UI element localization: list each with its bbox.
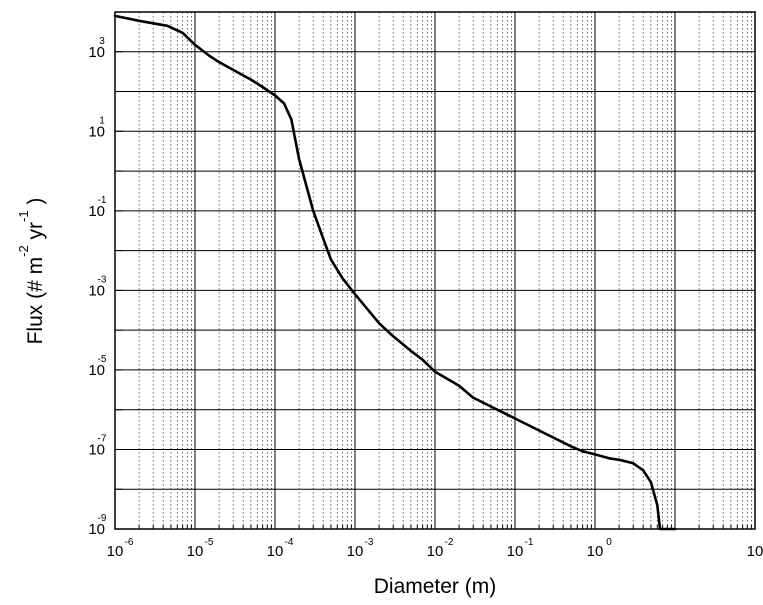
y-tick-label: 10-3 (88, 274, 107, 299)
y-tick-label: 103 (88, 36, 105, 61)
y-tick-base: 10 (88, 123, 105, 140)
y-tick-base: 10 (88, 44, 105, 61)
x-tick-label: 10-1 (507, 537, 534, 560)
y-axis-label-middle: yr (24, 222, 47, 245)
x-tick-base: 10 (107, 543, 124, 560)
y-axis-label-m-exponent: -2 (16, 245, 31, 257)
x-tick-base: 10 (427, 543, 444, 560)
y-tick-base: 10 (88, 521, 105, 538)
y-tick-label: 10-7 (88, 433, 107, 458)
y-tick-label: 101 (88, 115, 105, 140)
y-tick-label: 10-9 (88, 513, 107, 538)
flux-curve-line (113, 14, 677, 531)
y-tick-label: 10-5 (88, 354, 107, 379)
y-tick-exponent: 3 (99, 36, 105, 47)
x-tick-base: 10 (587, 543, 604, 560)
x-tick-label: 10-5 (187, 537, 214, 560)
y-tick-base: 10 (88, 282, 105, 299)
y-tick-exponent: -1 (98, 195, 107, 206)
y-tick-exponent: -7 (98, 433, 107, 444)
x-tick-exponent: -5 (205, 537, 214, 548)
x-tick-label: 10-2 (427, 537, 454, 560)
x-tick-label: 100 (587, 537, 613, 560)
y-tick-exponent: -5 (98, 354, 107, 365)
x-tick-label: 10 (747, 543, 763, 560)
x-tick-base: 10 (187, 543, 204, 560)
y-axis-label-prefix: Flux (# m (24, 257, 47, 345)
y-axis-label-suffix: ) (24, 198, 47, 211)
x-tick-exponent: -1 (525, 537, 534, 548)
x-tick-label: 10-6 (107, 537, 134, 560)
series-layer (113, 14, 677, 531)
x-tick-exponent: -4 (285, 537, 294, 548)
x-tick-base: 10 (267, 543, 284, 560)
y-tick-exponent: 1 (99, 115, 105, 126)
plot-frame (114, 11, 756, 530)
x-tick-label: 10-3 (347, 537, 374, 560)
x-tick-base: 10 (347, 543, 364, 560)
y-tick-exponent: -3 (98, 274, 107, 285)
y-tick-base: 10 (88, 203, 105, 220)
y-axis-label: Flux (# m-2 yr-1 ) (16, 198, 47, 345)
x-tick-exponent: -3 (365, 537, 374, 548)
y-tick-base: 10 (88, 441, 105, 458)
grid (114, 11, 755, 530)
y-tick-label: 10-1 (88, 195, 107, 220)
x-tick-exponent: -2 (445, 537, 454, 548)
y-tick-base: 10 (88, 362, 105, 379)
svg-text:Flux (# m-2 yr-1 ): Flux (# m-2 yr-1 ) (16, 198, 47, 345)
y-axis-label-yr-exponent: -1 (16, 210, 31, 222)
y-tick-exponent: -9 (98, 513, 107, 524)
x-tick-label: 10-4 (267, 537, 294, 560)
x-tick-base: 10 (747, 543, 763, 560)
x-axis-label: Diameter (m) (374, 575, 497, 598)
x-tick-exponent: 0 (606, 537, 612, 548)
x-tick-base: 10 (507, 543, 524, 560)
x-tick-exponent: -6 (125, 537, 134, 548)
